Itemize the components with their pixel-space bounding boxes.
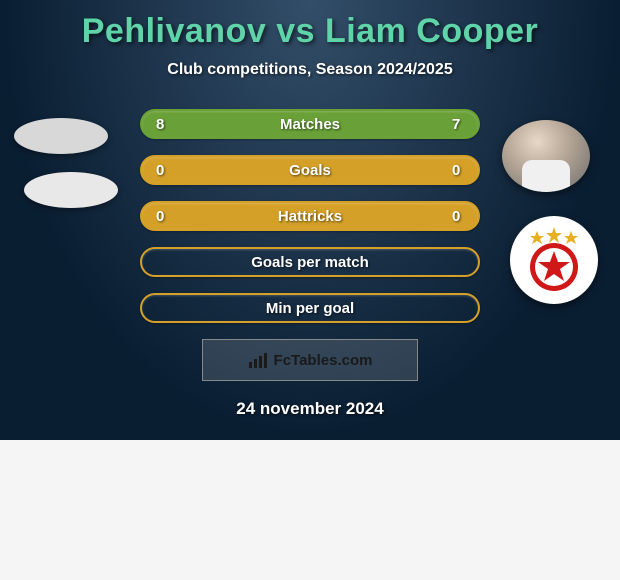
stat-label: Min per goal xyxy=(266,300,354,317)
cska-logo-icon xyxy=(519,225,589,295)
subtitle: Club competitions, Season 2024/2025 xyxy=(0,61,620,79)
stat-right-value: 0 xyxy=(452,162,464,179)
stat-label: Goals xyxy=(289,162,331,179)
stat-row-hattricks: 0 Hattricks 0 xyxy=(140,201,480,231)
stat-label: Matches xyxy=(280,116,340,133)
stat-left-value: 8 xyxy=(156,116,168,133)
chart-icon xyxy=(248,351,270,369)
stat-row-matches: 8 Matches 7 xyxy=(140,109,480,139)
club-right-logo xyxy=(510,216,598,304)
stat-label: Hattricks xyxy=(278,208,342,225)
stat-row-min-per-goal: Min per goal xyxy=(140,293,480,323)
stat-label: Goals per match xyxy=(251,254,369,271)
player-right-avatar xyxy=(502,120,590,192)
stat-row-goals-per-match: Goals per match xyxy=(140,247,480,277)
stat-left-value: 0 xyxy=(156,208,168,225)
watermark-text: FcTables.com xyxy=(274,352,373,369)
comparison-card: Pehlivanov vs Liam Cooper Club competiti… xyxy=(0,0,620,440)
stat-right-value: 7 xyxy=(452,116,464,133)
player-left-avatar xyxy=(14,118,108,154)
stats-list: 8 Matches 7 0 Goals 0 0 Hattricks 0 Goal… xyxy=(140,109,480,323)
stat-right-value: 0 xyxy=(452,208,464,225)
watermark-badge[interactable]: FcTables.com xyxy=(202,339,418,381)
club-left-logo xyxy=(24,172,118,208)
stat-row-goals: 0 Goals 0 xyxy=(140,155,480,185)
page-title: Pehlivanov vs Liam Cooper xyxy=(0,0,620,51)
date-label: 24 november 2024 xyxy=(0,399,620,419)
stat-left-value: 0 xyxy=(156,162,168,179)
